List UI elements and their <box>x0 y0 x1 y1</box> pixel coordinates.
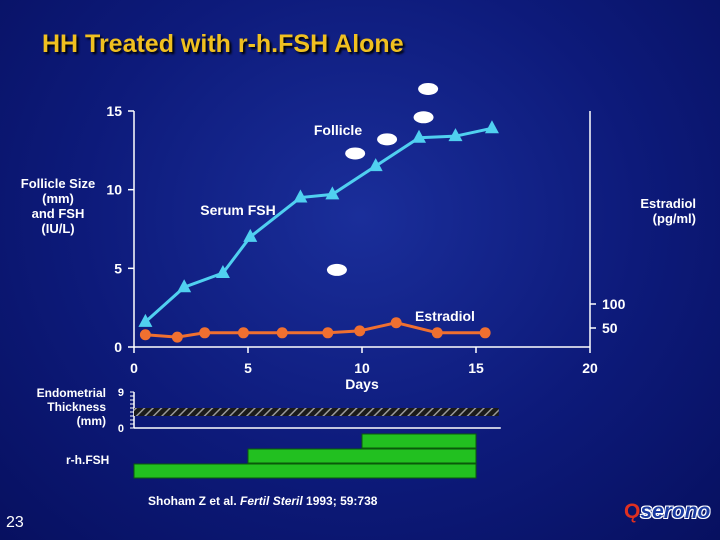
right-axis-tick-label: 50 <box>602 320 618 336</box>
citation-prefix: Shoham Z et al. <box>148 494 241 508</box>
fsh-point <box>448 128 463 142</box>
left-axis-label-line: (mm) <box>42 191 74 206</box>
left-axis-tick-label: 0 <box>114 339 122 355</box>
left-axis-tick-label: 15 <box>106 103 122 119</box>
right-axis-label-line: (pg/ml) <box>652 211 696 226</box>
follicle-series-label: Follicle <box>314 122 362 138</box>
estradiol-point <box>390 317 402 329</box>
left-axis-label-line: Follicle Size <box>20 176 96 191</box>
right-axis-tick-label: 100 <box>602 296 626 312</box>
estradiol-point <box>276 327 288 339</box>
estradiol-point <box>237 327 249 339</box>
endometrial-tick-label: 9 <box>118 387 124 399</box>
follicle-point <box>326 263 347 276</box>
endometrial-label-line: Thickness <box>47 400 106 414</box>
serono-logo: Ǫserono <box>624 500 710 524</box>
left-axis-label-line: (IU/L) <box>41 221 75 236</box>
estradiol-point <box>139 329 151 341</box>
endometrial-label-line: Endometrial <box>36 386 106 400</box>
estradiol-line <box>145 321 486 339</box>
follicle-point <box>345 147 366 160</box>
estradiol-point <box>199 327 211 339</box>
x-axis-tick-label: 15 <box>468 360 484 376</box>
fsh-point <box>325 186 340 200</box>
fsh-point <box>138 313 153 327</box>
page-number: 23 <box>6 514 24 531</box>
fsh-point <box>215 265 230 279</box>
slide-title: HH Treated with r-h.FSH Alone <box>42 30 404 58</box>
x-axis-tick-label: 20 <box>582 360 598 376</box>
x-axis-tick-label: 5 <box>244 360 252 376</box>
serono-logo-text: serono <box>640 500 711 523</box>
estradiol-point <box>171 331 183 343</box>
fsh-point <box>484 120 499 134</box>
estradiol-point <box>479 327 491 339</box>
fsh-point <box>243 228 258 242</box>
right-axis-label: Estradiol (pg/ml) <box>640 196 696 226</box>
follicle-point <box>418 82 439 95</box>
estradiol-point <box>322 327 334 339</box>
fsh-line <box>144 126 493 323</box>
citation-suffix: 1993; 59:738 <box>302 494 378 508</box>
fsh-point <box>368 158 383 172</box>
citation-journal: Fertil Steril <box>240 494 303 508</box>
left-axis-tick-label: 5 <box>114 260 122 276</box>
r-hfsh-label: r-h.FSH <box>66 453 110 467</box>
endometrial-thickness-label: Endometrial Thickness (mm) <box>34 386 106 428</box>
left-axis-label: Follicle Size (mm) and FSH (IU/L) <box>8 176 108 236</box>
endometrial-label-line: (mm) <box>76 414 106 428</box>
x-axis-tick-label: 10 <box>354 360 370 376</box>
fsh-point <box>177 279 192 293</box>
estradiol-point <box>354 325 366 337</box>
estradiol-point <box>431 327 443 339</box>
x-axis-tick-label: 0 <box>130 360 138 376</box>
estradiol-series-label: Estradiol <box>415 308 475 324</box>
follicle-point <box>413 111 434 124</box>
endometrial-tick-label: 0 <box>118 423 124 435</box>
left-axis-tick-label: 10 <box>106 182 122 198</box>
r-hfsh-bar <box>247 448 477 464</box>
r-hfsh-bar <box>133 463 477 479</box>
endometrial-thickness-bar <box>134 408 499 416</box>
r-hfsh-bar <box>361 433 477 449</box>
serono-logo-mark: Ǫ <box>624 500 641 523</box>
x-axis-title: Days <box>345 376 379 392</box>
follicle-point <box>377 133 398 146</box>
citation: Shoham Z et al. Fertil Steril 1993; 59:7… <box>148 494 377 508</box>
fsh-point <box>412 129 426 143</box>
left-axis-label-line: and FSH <box>31 206 85 221</box>
right-axis-label-line: Estradiol <box>640 196 696 211</box>
fsh-series-label: Serum FSH <box>200 202 275 218</box>
fsh-point <box>293 189 308 203</box>
